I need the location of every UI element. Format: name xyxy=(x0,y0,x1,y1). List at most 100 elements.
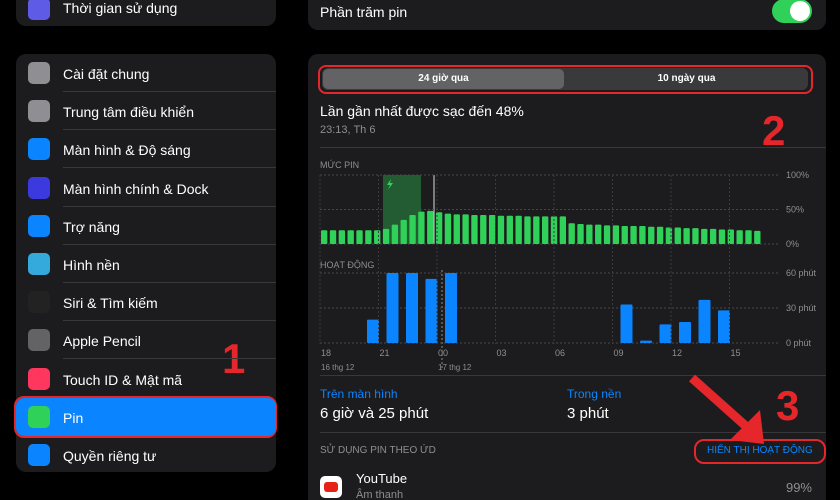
app-icon xyxy=(320,476,342,498)
stat-label: Trên màn hình xyxy=(320,387,398,401)
battery-bar xyxy=(736,230,743,244)
charging-icon xyxy=(387,179,393,190)
icon xyxy=(28,405,50,428)
chart-title: HOẠT ĐỘNG xyxy=(320,260,374,270)
sidebar-row[interactable]: Trợ năng xyxy=(16,207,276,245)
battery-bar xyxy=(453,214,460,244)
separator xyxy=(63,205,276,207)
last-charge: Lần gần nhất được sạc đến 48% xyxy=(320,103,524,119)
battery-bar xyxy=(347,230,354,244)
activity-bar xyxy=(445,273,457,343)
segment[interactable]: 24 giờ qua xyxy=(323,69,564,89)
activity-bar xyxy=(679,322,691,343)
y-tick-label: 0 phút xyxy=(786,338,812,348)
x-tick-label: 15 xyxy=(731,348,741,358)
sidebar-row[interactable]: Màn hình & Độ sáng xyxy=(16,130,276,169)
separator xyxy=(63,167,276,169)
segment[interactable]: 10 ngày qua xyxy=(657,73,716,84)
icon xyxy=(28,100,50,123)
battery-bar xyxy=(524,216,531,244)
sidebar-row[interactable]: Cài đặt chung xyxy=(16,54,276,92)
battery-bar xyxy=(488,215,496,244)
battery-bar xyxy=(418,211,425,244)
battery-bar xyxy=(338,230,346,244)
y-tick-label: 30 phút xyxy=(786,303,817,313)
sidebar-row[interactable]: Touch ID & Mật mã xyxy=(16,360,276,398)
separator xyxy=(320,375,826,376)
sidebar-row[interactable]: Quyền riêng tư xyxy=(16,436,276,474)
app-detail: Âm thanh xyxy=(356,489,404,500)
battery-bar xyxy=(550,216,558,244)
battery-bar xyxy=(356,230,363,244)
separator xyxy=(63,243,276,245)
sidebar-item: Siri & Tìm kiếm xyxy=(63,295,158,312)
sidebar-item: Touch ID & Mật mã xyxy=(63,371,183,388)
sidebar-row[interactable]: Màn hình chính & Dock xyxy=(16,169,276,207)
battery-bar xyxy=(365,230,372,244)
battery-bar xyxy=(409,215,416,244)
activity-bar xyxy=(620,304,633,343)
activity-bar xyxy=(640,340,652,343)
last-charge-time: 23:13, Th 6 xyxy=(320,124,376,136)
annotation-box xyxy=(318,65,813,94)
y-tick-label: 100% xyxy=(786,170,809,180)
section-title: SỬ DỤNG PIN THEO ỨD xyxy=(320,445,436,456)
battery-bar xyxy=(683,228,690,244)
icon xyxy=(28,329,50,352)
battery-bar xyxy=(321,230,328,244)
battery-bar xyxy=(577,223,584,244)
stat-label: Trong nền xyxy=(567,387,622,401)
separator xyxy=(63,282,276,283)
battery-bar xyxy=(701,228,708,244)
sidebar-row[interactable]: Siri & Tìm kiếm xyxy=(16,283,276,322)
toggle[interactable] xyxy=(772,0,812,23)
chart-title: MỨC PIN xyxy=(320,160,359,170)
annotation-number: 3 xyxy=(776,382,800,429)
annotation-arrow xyxy=(689,374,751,432)
battery-bar xyxy=(471,215,478,244)
sidebar-item: Màn hình & Độ sáng xyxy=(63,142,191,159)
sidebar-item: Trung tâm điều khiển xyxy=(63,104,194,121)
sidebar-row[interactable]: Apple Pencil xyxy=(16,321,276,360)
battery-bar xyxy=(745,230,752,244)
battery-bar xyxy=(630,226,637,244)
icon xyxy=(28,176,50,199)
battery-bar xyxy=(639,226,646,244)
separator xyxy=(320,432,826,433)
sidebar-row[interactable]: Trung tâm điều khiển xyxy=(16,92,276,131)
sidebar-item[interactable]: Thời gian sử dụng xyxy=(63,0,178,16)
battery-bar xyxy=(674,227,681,244)
annotation-number: 2 xyxy=(762,107,786,154)
show-activity[interactable]: HIỂN THỊ HOẠT ĐỘNG xyxy=(707,445,813,456)
battery-bar xyxy=(497,215,505,244)
separator xyxy=(63,320,276,322)
x-tick-label: 12 xyxy=(672,348,682,358)
sidebar-item: Màn hình chính & Dock xyxy=(63,180,209,197)
x-tick-label: 03 xyxy=(497,348,507,358)
icon xyxy=(28,62,50,84)
battery-bar xyxy=(400,219,407,244)
icon xyxy=(28,444,50,466)
x-tick-label: 06 xyxy=(555,348,565,358)
battery-bar xyxy=(718,229,726,244)
battery-bar xyxy=(427,210,434,244)
battery-bar xyxy=(435,212,443,244)
icon xyxy=(28,214,50,237)
battery-bar xyxy=(462,214,469,244)
segmented-control: 24 giờ qua 10 ngày qua xyxy=(322,68,808,90)
y-tick-label: 50% xyxy=(786,205,804,215)
x-tick-label: 09 xyxy=(614,348,624,358)
battery-bar xyxy=(542,216,549,244)
sidebar-row[interactable]: Hình nền xyxy=(16,245,276,283)
icon xyxy=(28,253,50,275)
sidebar-item: Apple Pencil xyxy=(63,333,141,350)
battery-bar xyxy=(709,228,717,244)
battery-bar xyxy=(568,223,575,244)
separator xyxy=(63,358,276,360)
app-name[interactable]: YouTube xyxy=(356,471,408,486)
battery-bar xyxy=(754,230,761,244)
sidebar-top-group: Thời gian sử dụng xyxy=(16,0,276,26)
sidebar-row[interactable]: Pin xyxy=(16,397,276,436)
